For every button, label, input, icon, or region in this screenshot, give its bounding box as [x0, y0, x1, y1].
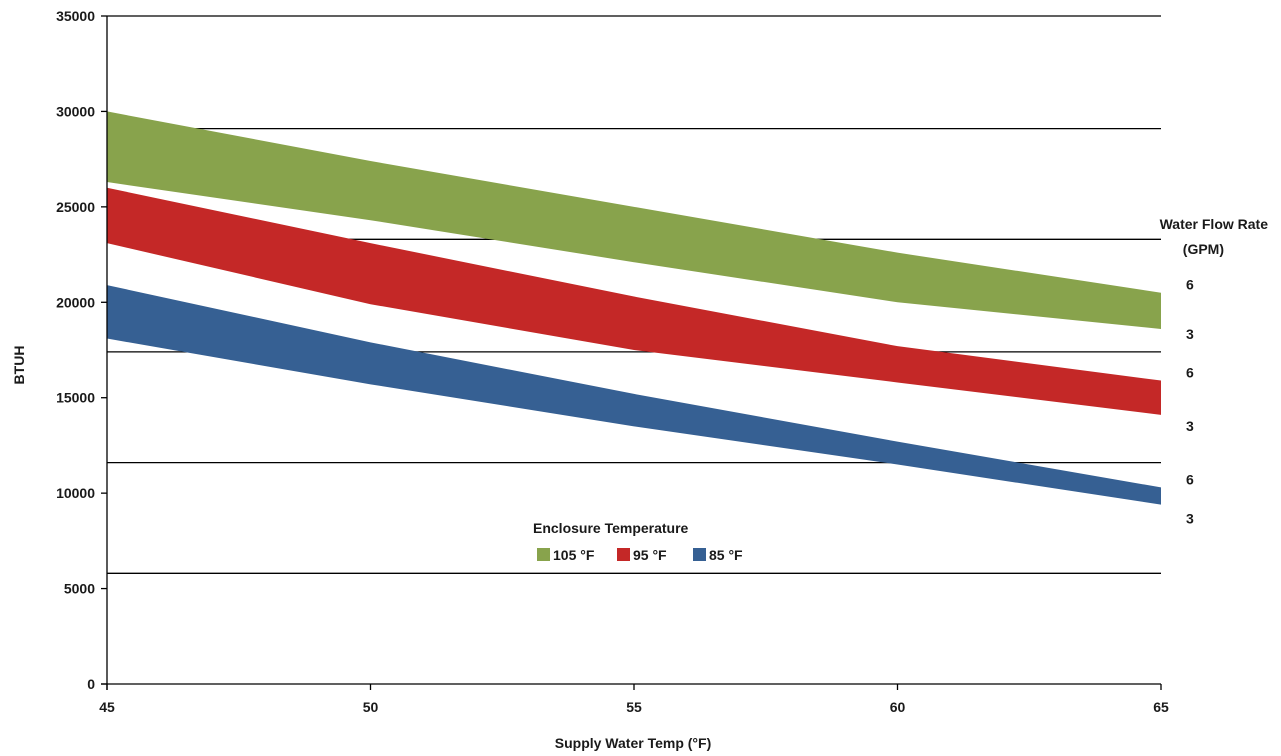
- legend-swatch: [537, 548, 550, 561]
- band-85f: [107, 285, 1161, 505]
- flow-rate-label: 6: [1186, 471, 1194, 487]
- flow-rate-label: 3: [1186, 511, 1194, 527]
- legend-swatch: [693, 548, 706, 561]
- x-tick-label: 45: [99, 699, 115, 715]
- x-tick-labels: 45 50 55 60 65: [99, 699, 1169, 715]
- flow-rate-label: 3: [1186, 418, 1194, 434]
- flow-rate-labels: Water Flow Rate (GPM) 6 3 6 3 6 3: [1160, 216, 1269, 527]
- y-axis-title: BTUH: [11, 346, 27, 385]
- y-tick-labels: 0 5000 10000 15000 20000 25000 30000 35000: [56, 8, 95, 692]
- y-tick-label: 0: [87, 676, 95, 692]
- x-tick-label: 60: [890, 699, 906, 715]
- y-tick-label: 5000: [64, 581, 95, 597]
- legend-title: Enclosure Temperature: [533, 520, 689, 536]
- y-tick-label: 20000: [56, 294, 95, 310]
- flow-rate-label: 6: [1186, 365, 1194, 381]
- y-tick-label: 15000: [56, 390, 95, 406]
- flow-rate-title-line-1: Water Flow Rate: [1160, 216, 1269, 232]
- legend-label: 95 °F: [633, 547, 667, 563]
- axes: [101, 15, 1162, 690]
- x-axis-title: Supply Water Temp (°F): [555, 735, 712, 751]
- y-tick-label: 10000: [56, 485, 95, 501]
- band-105f: [107, 111, 1161, 330]
- y-tick-label: 30000: [56, 103, 95, 119]
- legend: Enclosure Temperature 105 °F 95 °F 85 °F: [533, 520, 743, 563]
- x-tick-label: 55: [626, 699, 642, 715]
- legend-swatch: [617, 548, 630, 561]
- flow-rate-label: 3: [1186, 326, 1194, 342]
- y-tick-label: 35000: [56, 8, 95, 24]
- band-95f: [107, 187, 1161, 415]
- flow-rate-label: 6: [1186, 277, 1194, 293]
- x-tick-label: 65: [1153, 699, 1169, 715]
- flow-rate-title-line-2: (GPM): [1183, 241, 1224, 257]
- legend-label: 105 °F: [553, 547, 595, 563]
- series-bands: [107, 111, 1161, 505]
- legend-label: 85 °F: [709, 547, 743, 563]
- y-tick-label: 25000: [56, 199, 95, 215]
- x-tick-label: 50: [363, 699, 379, 715]
